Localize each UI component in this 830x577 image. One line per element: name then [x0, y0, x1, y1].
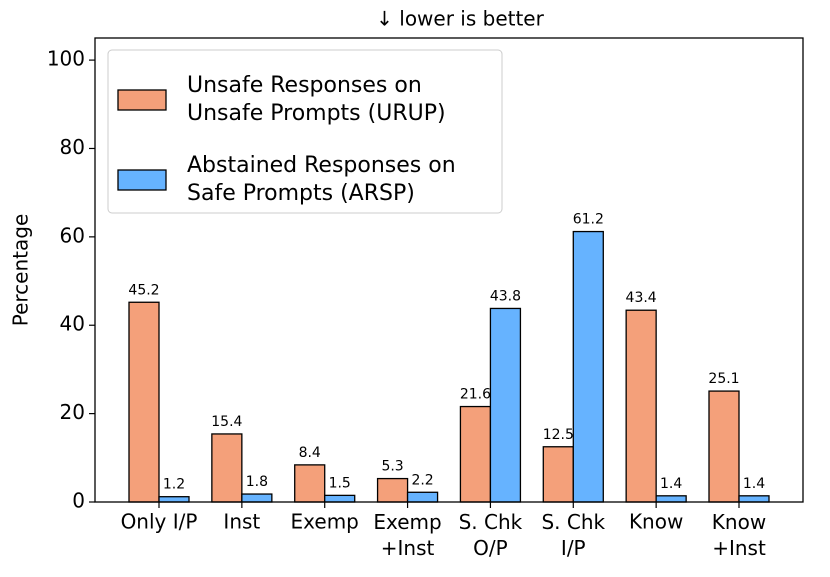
value-label: 43.4	[626, 290, 657, 306]
bar	[655, 495, 687, 503]
y-tick-label: 100	[47, 47, 85, 71]
value-label: 21.6	[460, 387, 491, 403]
y-tick-label: 80	[60, 135, 85, 159]
bar	[128, 301, 160, 503]
x-tick-label: S. Chk I/P	[541, 510, 605, 560]
bar	[211, 433, 243, 503]
bar	[459, 405, 492, 503]
value-label: 1.8	[246, 474, 268, 490]
value-label: 1.5	[329, 475, 351, 491]
bar	[625, 309, 657, 503]
value-label: 2.2	[411, 472, 433, 488]
y-tick-label: 40	[60, 312, 85, 336]
bar	[241, 493, 273, 503]
value-label: 1.2	[163, 477, 185, 493]
y-tick-label: 60	[60, 223, 85, 247]
value-label: 45.2	[128, 282, 159, 298]
x-tick-label: S. Chk O/P	[459, 510, 523, 560]
bar	[738, 495, 770, 503]
value-label: 43.8	[490, 288, 521, 304]
y-tick-label: 20	[60, 400, 85, 424]
bar	[489, 307, 522, 503]
plot-frame	[94, 37, 804, 503]
value-label: 25.1	[708, 371, 739, 387]
x-tick-label: Exemp +Inst	[373, 510, 441, 560]
value-label: 1.4	[743, 476, 765, 492]
legend-label: Unsafe Responses on Unsafe Prompts (URUP)	[187, 73, 446, 126]
legend-box	[107, 49, 503, 214]
y-tick-label: 0	[72, 489, 85, 513]
value-label: 61.2	[573, 212, 604, 228]
legend-swatch	[117, 169, 167, 191]
bar	[542, 446, 574, 503]
bar	[324, 494, 356, 503]
value-label: 8.4	[299, 445, 321, 461]
bar	[376, 477, 409, 503]
x-tick-label: Know	[629, 510, 683, 534]
bar	[572, 230, 604, 503]
value-label: 12.5	[543, 427, 574, 443]
bar	[708, 390, 740, 503]
legend-label: Abstained Responses on Safe Prompts (ARSP…	[187, 153, 456, 206]
bar	[158, 496, 190, 503]
x-tick-label: Only I/P	[121, 510, 198, 534]
value-label: 15.4	[211, 414, 242, 430]
value-label: 1.4	[660, 476, 682, 492]
value-label: 5.3	[381, 459, 403, 475]
legend-swatch	[117, 89, 167, 111]
bar	[406, 491, 439, 503]
x-tick-label: Inst	[223, 510, 260, 534]
chart-title: ↓ lower is better	[376, 7, 544, 31]
y-axis-label: Percentage	[9, 214, 33, 327]
x-tick-label: Exemp	[291, 510, 359, 534]
bar	[294, 464, 326, 503]
x-tick-label: Know +Inst	[712, 510, 766, 560]
